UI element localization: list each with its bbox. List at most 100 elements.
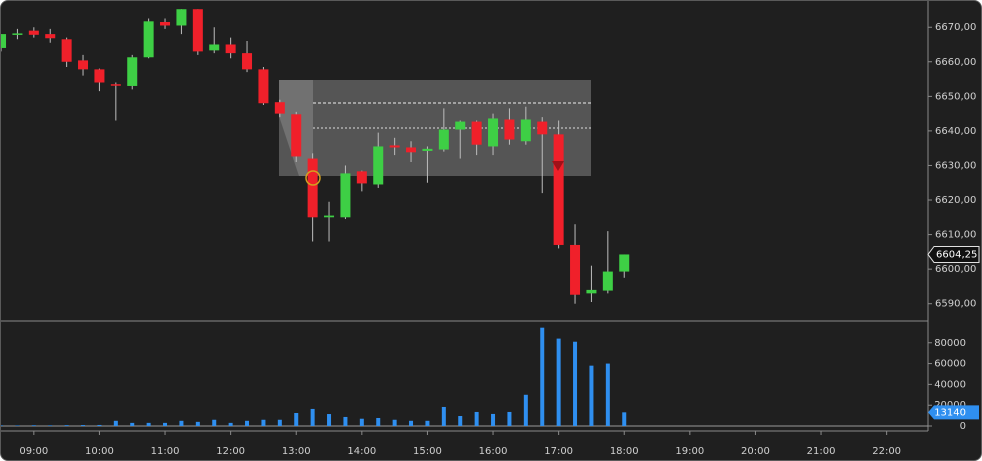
- candle-body: [438, 129, 449, 150]
- volume-bar: [310, 408, 315, 426]
- candle-body: [143, 21, 154, 58]
- candle-body: [28, 30, 39, 35]
- volume-bar: [163, 422, 168, 426]
- candle-body: [504, 119, 515, 140]
- candle-body: [61, 39, 72, 62]
- marker-arrow: [552, 161, 564, 171]
- volume-bar: [376, 417, 381, 426]
- candle-body: [192, 9, 203, 52]
- candle-body: [455, 121, 466, 130]
- marker-circle: [305, 170, 321, 186]
- volume-bar: [409, 420, 414, 426]
- x-tick-label: 17:00: [544, 446, 573, 457]
- last-price-tag: [927, 245, 980, 263]
- y-tick-label: 6660,00: [935, 57, 976, 68]
- volume-bar: [294, 412, 299, 426]
- volume-bar: [195, 421, 200, 426]
- candle-body: [570, 244, 581, 295]
- candle-body: [209, 44, 220, 51]
- candle-body: [619, 254, 630, 272]
- volume-bar: [212, 419, 217, 426]
- x-tick-label: 12:00: [216, 446, 245, 457]
- volume-bar: [392, 419, 397, 426]
- candle-body: [324, 215, 335, 218]
- volume-bar: [605, 363, 610, 426]
- candle-body: [520, 119, 531, 142]
- y-tick-label: 6640,00: [935, 126, 976, 137]
- volume-bar: [245, 420, 250, 426]
- candle-body: [537, 121, 548, 135]
- x-tick-label: 18:00: [610, 446, 639, 457]
- volume-bar: [130, 422, 135, 426]
- candle-body: [110, 84, 121, 86]
- volume-bar: [228, 422, 233, 426]
- candle-body: [160, 22, 171, 26]
- candle-body: [422, 148, 433, 151]
- volume-bar: [359, 418, 364, 426]
- volume-bar: [1, 425, 4, 426]
- candle-body: [291, 114, 302, 157]
- y-tick-label: 40000: [934, 379, 966, 390]
- candle-body: [340, 173, 351, 218]
- volume-bar: [97, 424, 102, 426]
- volume-bar: [146, 422, 151, 426]
- volume-bar: [523, 394, 528, 426]
- volume-bar: [261, 419, 266, 426]
- candle-body: [406, 147, 417, 153]
- y-tick-label: 6630,00: [935, 160, 976, 171]
- volume-bar: [425, 420, 430, 426]
- volume-bar: [64, 425, 69, 426]
- y-tick-label: 6600,00: [935, 264, 976, 275]
- volume-bar: [277, 419, 282, 426]
- volume-bar: [327, 414, 332, 426]
- volume-bar: [589, 365, 594, 426]
- x-tick-label: 14:00: [347, 446, 376, 457]
- candle-body: [274, 102, 285, 114]
- candle-body: [356, 171, 367, 184]
- x-tick-label: 15:00: [413, 446, 442, 457]
- y-tick-label: 0: [960, 421, 966, 432]
- y-tick-label: 6620,00: [935, 195, 976, 206]
- candle-body: [127, 57, 138, 86]
- volume-bar: [113, 420, 118, 426]
- candle-body: [373, 146, 384, 185]
- y-tick-label: 6610,00: [935, 230, 976, 241]
- y-tick-label: 6670,00: [935, 22, 976, 33]
- candle-body: [389, 145, 400, 148]
- x-tick-label: 09:00: [19, 446, 48, 457]
- candle-body: [78, 60, 89, 70]
- y-tick-label: 6650,00: [935, 91, 976, 102]
- volume-bar: [540, 327, 545, 426]
- last-volume-label: 13140: [934, 407, 966, 418]
- marks: 6590,00 6600,00 6610,00 6620,00 6630,00 6640,…: [1, 9, 980, 457]
- last-volume-tag: [928, 405, 979, 420]
- candle-body: [94, 69, 105, 83]
- volume-bar: [441, 406, 446, 426]
- x-tick-label: 20:00: [741, 446, 770, 457]
- candle-body: [242, 53, 253, 70]
- candle-body: [225, 44, 236, 54]
- x-tick-label: 10:00: [85, 446, 114, 457]
- volume-bar: [48, 425, 53, 426]
- volume-bar: [474, 411, 479, 426]
- x-tick-label: 22:00: [872, 446, 901, 457]
- x-tick-label: 16:00: [479, 446, 508, 457]
- volume-bar: [491, 413, 496, 426]
- volume-bar: [556, 338, 561, 426]
- volume-bar: [507, 411, 512, 426]
- y-tick-label: 60000: [934, 359, 966, 370]
- candle-body: [488, 118, 499, 147]
- volume-bar: [622, 412, 627, 426]
- candle-body: [553, 134, 564, 245]
- candle-body: [307, 158, 318, 218]
- volume-bar: [458, 416, 463, 426]
- y-tick-label: 80000: [934, 338, 966, 349]
- x-tick-label: 11:00: [151, 446, 180, 457]
- volume-bar: [31, 425, 36, 426]
- y-tick-label: 6590,00: [935, 299, 976, 310]
- candle-body: [176, 9, 187, 26]
- candle-body: [1, 34, 7, 48]
- volume-bar: [573, 341, 578, 426]
